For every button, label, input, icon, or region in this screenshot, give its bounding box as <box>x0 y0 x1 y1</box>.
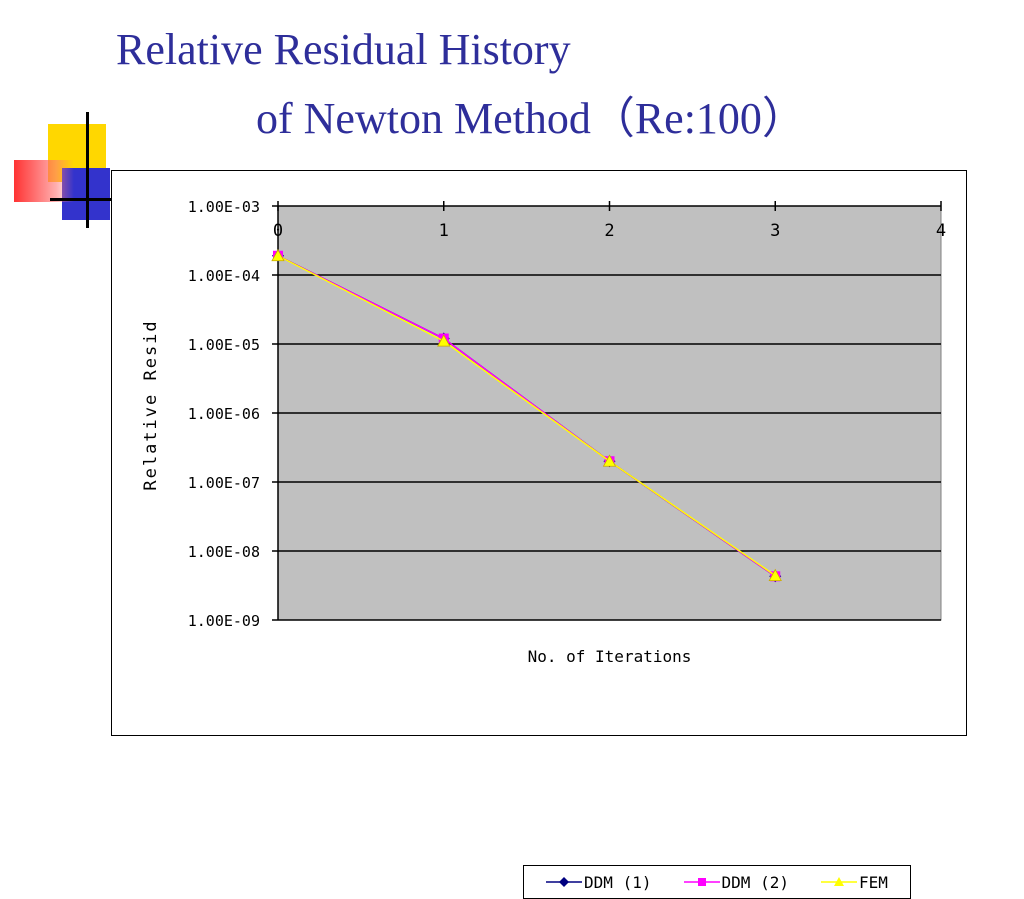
chart-frame: 1.00E-03 1.00E-04 1.00E-05 1.00E-06 1.00E-07… <box>111 170 967 899</box>
deco-vertical-line <box>86 112 89 228</box>
x-tick-label: 4 <box>936 221 946 241</box>
y-tick-label: 1.00E-05 <box>188 336 260 354</box>
series-line <box>277 255 776 577</box>
x-axis-title: No. of Iterations <box>528 647 692 666</box>
legend-swatch <box>821 877 858 886</box>
data-point <box>768 568 782 582</box>
legend-item: FEM <box>821 873 888 892</box>
x-tick-label: 1 <box>439 221 449 241</box>
y-tick-label: 1.00E-08 <box>188 543 260 561</box>
slide-title-line-1: Relative Residual History <box>116 25 571 74</box>
slide-title-line-2: of Newton Method（Re:100） <box>256 94 806 143</box>
y-tick-label: 1.00E-07 <box>188 474 260 492</box>
chart-legend: DDM (1) DDM (2) FEM <box>523 865 911 899</box>
x-tick-label: 2 <box>604 221 614 241</box>
x-tick-label: 3 <box>770 221 780 241</box>
deco-red-gradient <box>14 160 74 202</box>
x-tick-label: 0 <box>273 221 283 241</box>
y-tick-label: 1.00E-06 <box>188 405 260 423</box>
series-fem <box>271 248 782 582</box>
y-axis-title: Relative Resid <box>141 319 161 490</box>
y-tick-label: 1.00E-09 <box>188 612 260 630</box>
chart-svg: 1.00E-03 1.00E-04 1.00E-05 1.00E-06 1.00E-07… <box>141 198 946 666</box>
legend-label: DDM (2) <box>721 872 789 892</box>
y-tick-label: 1.00E-03 <box>188 198 260 216</box>
data-point <box>602 454 617 467</box>
data-point <box>271 248 285 262</box>
legend-item: DDM (1) <box>546 873 651 892</box>
legend-swatch <box>683 878 720 886</box>
data-point <box>437 334 451 347</box>
legend-item: DDM (2) <box>683 872 789 892</box>
legend-label: FEM <box>859 872 888 892</box>
legend-label: DDM (1) <box>584 872 652 892</box>
y-tick-label: 1.00E-04 <box>188 267 260 285</box>
legend-swatch <box>546 877 583 887</box>
deco-horizontal-line <box>50 198 112 201</box>
